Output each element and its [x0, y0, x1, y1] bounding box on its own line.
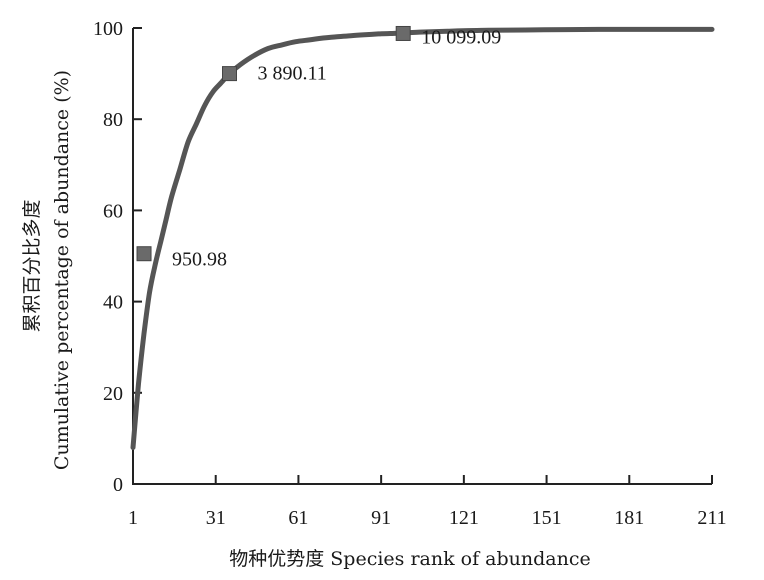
x-tick-label: 211: [697, 507, 726, 529]
x-axis-title: 物种优势度 Species rank of abundance: [229, 548, 591, 570]
data-point-label: 950.98: [172, 249, 227, 271]
x-tick-label: 31: [206, 507, 226, 529]
data-point-marker: [136, 246, 152, 262]
y-axis-title-chinese: 累积百分比多度: [21, 199, 43, 332]
data-point-label: 3 890.11: [258, 63, 327, 85]
x-tick-label: 181: [614, 507, 644, 529]
y-tick-label: 40: [103, 292, 123, 314]
y-tick-label: 100: [93, 18, 123, 40]
ticks: 1 31 61 91 121 151 181 211 0 20 40 60 80 100: [93, 18, 727, 529]
cumulative-curve: [130, 26, 715, 450]
markers: 950.98 3 890.11 10 099.09: [136, 25, 501, 271]
data-point-marker: [395, 25, 411, 41]
y-tick-label: 60: [103, 200, 123, 222]
y-tick-label: 20: [103, 383, 123, 405]
y-tick-label: 80: [103, 109, 123, 131]
x-tick-label: 91: [371, 507, 391, 529]
series: [130, 26, 715, 450]
y-tick-label: 0: [113, 474, 123, 496]
x-tick-label: 121: [449, 507, 479, 529]
data-point-label: 10 099.09: [421, 26, 501, 48]
x-tick-label: 61: [288, 507, 308, 529]
y-axis-title-english: Cumulative percentage of abundance (%): [51, 70, 73, 470]
data-point-marker: [222, 66, 237, 82]
x-tick-label: 1: [128, 507, 138, 529]
x-tick-label: 151: [532, 507, 562, 529]
